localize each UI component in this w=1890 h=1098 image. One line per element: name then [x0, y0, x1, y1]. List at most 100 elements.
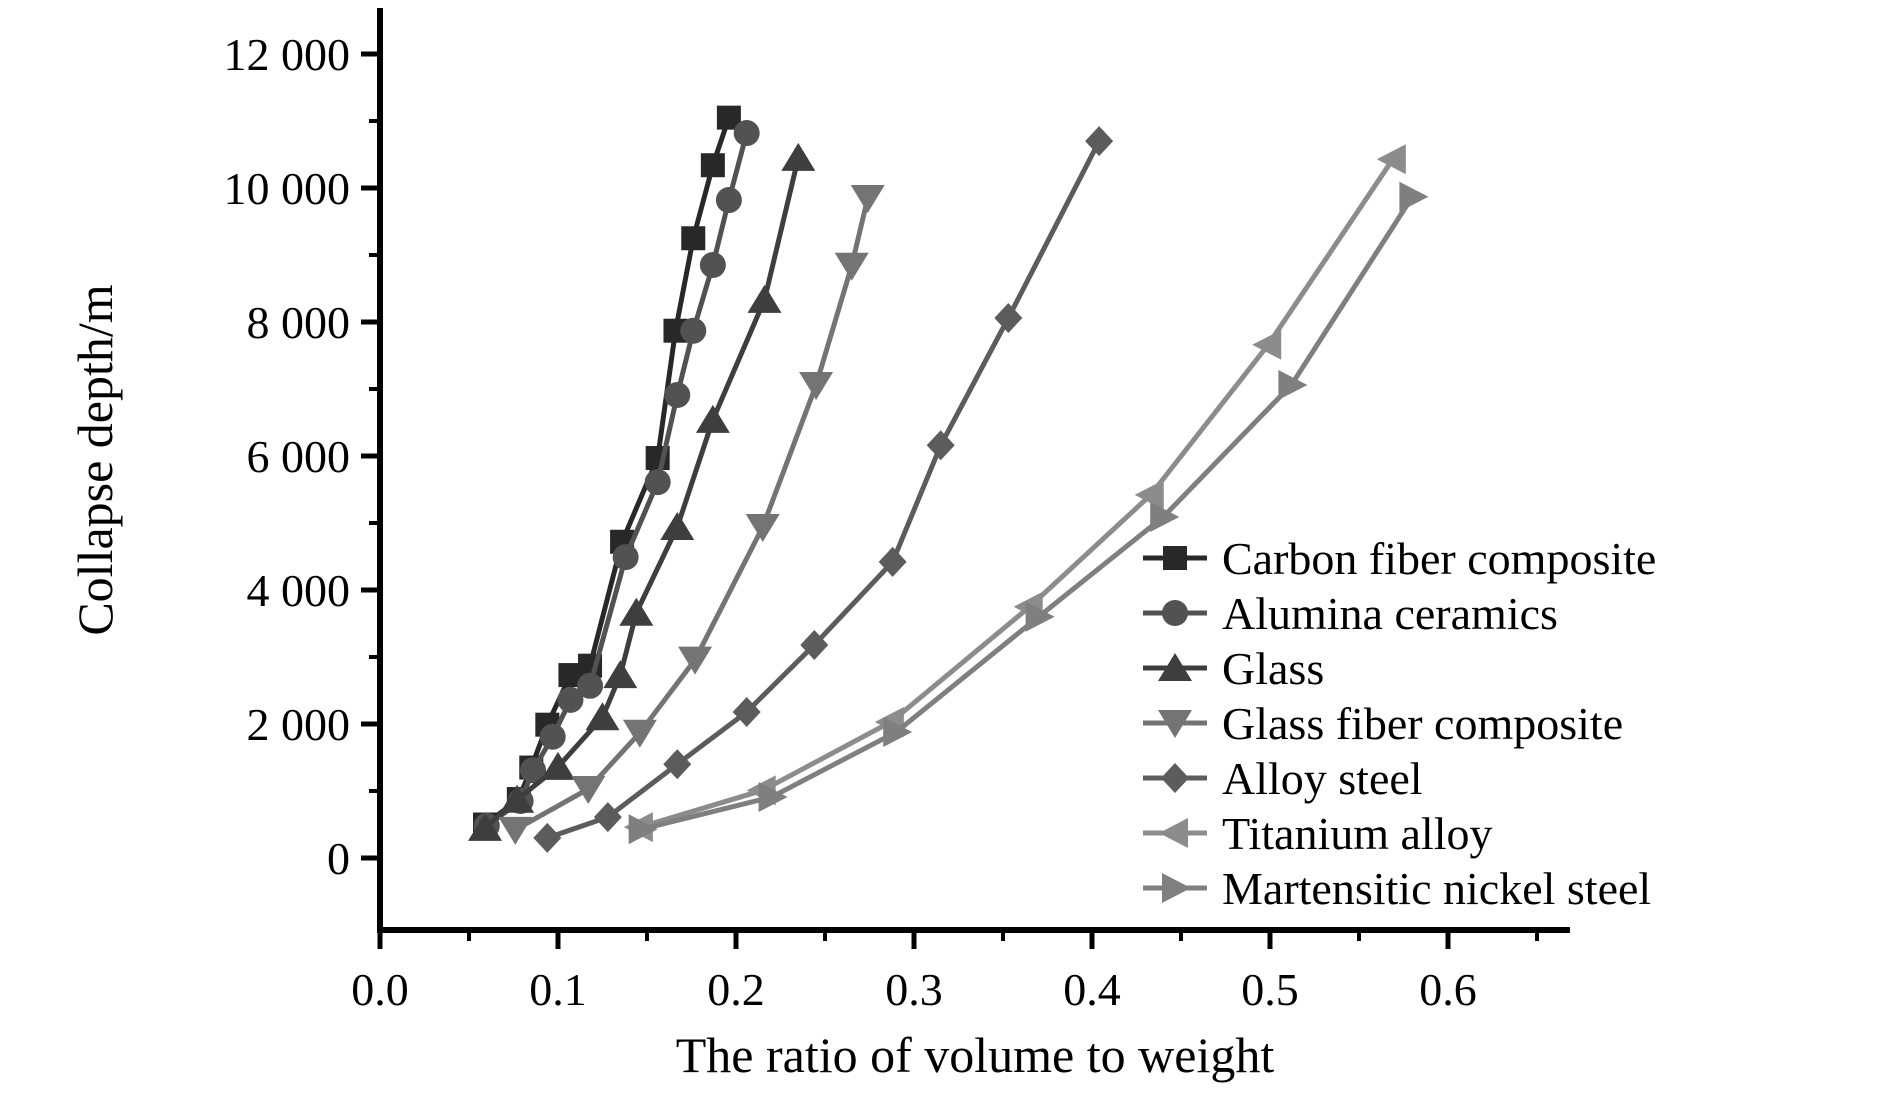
triangle-right-marker: [1278, 369, 1308, 400]
triangle-up-marker: [585, 702, 620, 731]
circle-marker: [680, 317, 707, 344]
diamond-icon: [1161, 763, 1189, 793]
circle-marker: [664, 382, 691, 409]
diamond-marker: [533, 822, 562, 853]
x-tick-label: 0.6: [1419, 964, 1477, 1015]
series-martensitic-nickel-steel: [628, 181, 1429, 845]
triangle-up-marker: [603, 660, 638, 689]
triangle-right-marker: [883, 717, 913, 748]
x-axis-title: The ratio of volume to weight: [676, 1027, 1275, 1083]
series-line-alloy-steel: [546, 139, 1102, 841]
circle-marker: [520, 757, 547, 784]
y-tick-label: 6 000: [247, 431, 351, 482]
circle-marker: [699, 252, 726, 279]
diamond-marker: [593, 802, 622, 833]
series-glass-fiber-composite: [498, 185, 885, 845]
circle-marker: [557, 686, 584, 713]
triangle-up-marker: [500, 784, 535, 813]
triangle-left-marker: [1376, 144, 1406, 175]
triangle-up-marker: [695, 404, 730, 433]
series-alloy-steel: [533, 126, 1114, 853]
triangle-right-icon: [1162, 873, 1191, 903]
legend-item-label: Alloy steel: [1222, 753, 1423, 804]
square-marker: [716, 105, 741, 130]
y-tick-label: 8 000: [247, 297, 351, 348]
series-line-glass-fiber-composite: [514, 197, 871, 833]
legend-item-alloy-steel: Alloy steel: [1143, 753, 1423, 804]
legend-item-label: Carbon fiber composite: [1222, 533, 1656, 584]
legend-item-glass: Glass: [1143, 643, 1324, 694]
diamond-marker: [663, 749, 692, 780]
diamond-marker: [800, 629, 829, 660]
circle-marker: [715, 187, 742, 214]
square-icon: [1163, 546, 1187, 570]
triangle-right-marker: [1399, 181, 1429, 212]
triangle-left-marker: [1252, 329, 1282, 360]
legend-item-label: Glass fiber composite: [1222, 698, 1623, 749]
y-axis-title: Collapse depth/m: [67, 284, 123, 635]
x-tick-label: 0.3: [885, 964, 943, 1015]
triangle-up-marker: [747, 284, 782, 313]
legend-item-titanium-alloy: Titanium alloy: [1143, 808, 1493, 859]
diamond-marker: [1085, 126, 1114, 157]
triangle-right-marker: [758, 782, 788, 813]
triangle-down-marker: [850, 185, 885, 214]
diamond-marker: [732, 696, 761, 727]
triangle-down-marker: [745, 514, 780, 543]
legend-item-alumina-ceramics: Alumina ceramics: [1143, 588, 1558, 639]
y-tick-label: 12 000: [224, 29, 351, 80]
triangle-down-marker: [799, 371, 834, 400]
series-alumina-ceramics: [473, 120, 760, 839]
circle-marker: [539, 723, 566, 750]
legend-item-label: Titanium alloy: [1222, 808, 1493, 859]
square-marker: [681, 226, 706, 251]
triangle-down-marker: [571, 775, 606, 804]
triangle-right-marker: [628, 814, 658, 845]
legend-item-label: Martensitic nickel steel: [1222, 863, 1651, 914]
triangle-right-marker: [1150, 501, 1180, 532]
triangle-up-marker: [781, 142, 816, 171]
legend-item-label: Alumina ceramics: [1222, 588, 1558, 639]
triangle-down-marker: [834, 252, 869, 281]
circle-marker: [577, 672, 604, 699]
triangle-down-marker: [498, 816, 533, 845]
x-tick-label: 0.5: [1241, 964, 1299, 1015]
series-glass: [468, 142, 816, 841]
y-tick-label: 0: [327, 833, 350, 884]
x-tick-label: 0.2: [707, 964, 765, 1015]
x-tick-label: 0.0: [351, 964, 409, 1015]
triangle-left-icon: [1159, 818, 1188, 848]
legend-item-carbon-fiber-composite: Carbon fiber composite: [1143, 533, 1656, 584]
circle-marker: [644, 469, 671, 496]
legend-item-label: Glass: [1222, 643, 1324, 694]
y-tick-label: 4 000: [247, 565, 351, 616]
axes: 0.0 0.1 0.2 0.3 0.4 0.5 0.6 0 2 000 4 000 6 000 8 0…: [224, 8, 1570, 1015]
x-tick-label: 0.1: [529, 964, 587, 1015]
legend-item-glass-fiber-composite: Glass fiber composite: [1143, 698, 1623, 749]
triangle-down-icon: [1158, 710, 1192, 738]
diamond-marker: [994, 302, 1023, 333]
square-marker: [700, 153, 725, 178]
triangle-left-marker: [1134, 479, 1164, 510]
triangle-up-icon: [1158, 653, 1192, 681]
triangle-up-marker: [660, 512, 695, 541]
legend-item-martensitic-nickel-steel: Martensitic nickel steel: [1143, 863, 1651, 914]
diamond-marker: [878, 546, 907, 577]
x-tick-label: 0.4: [1063, 964, 1121, 1015]
circle-marker: [733, 120, 760, 147]
series-line-glass: [483, 157, 801, 830]
y-tick-label: 2 000: [247, 699, 351, 750]
y-tick-label: 10 000: [224, 163, 351, 214]
diamond-marker: [926, 430, 955, 461]
triangle-up-marker: [468, 812, 503, 841]
circle-icon: [1162, 600, 1188, 626]
triangle-right-marker: [1025, 601, 1055, 632]
series-line-alumina-ceramics: [485, 132, 750, 828]
triangle-up-marker: [541, 751, 575, 780]
triangle-down-marker: [622, 719, 657, 748]
triangle-down-marker: [678, 646, 713, 675]
triangle-up-marker: [619, 597, 654, 626]
